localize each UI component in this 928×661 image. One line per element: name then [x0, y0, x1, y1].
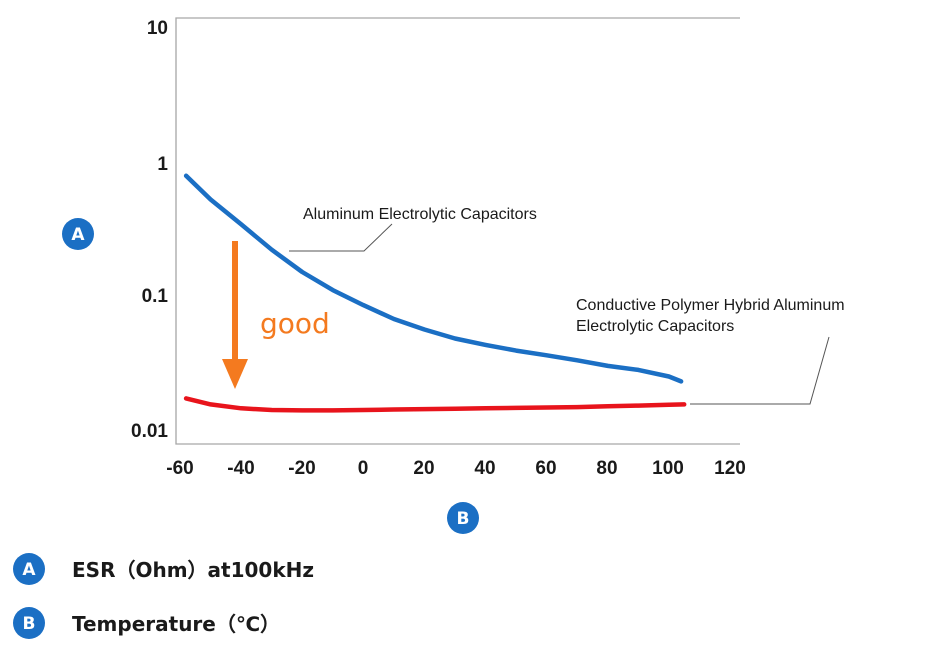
x-tick-label: 120 [714, 458, 746, 479]
y-axis-badge-letter: A [71, 225, 85, 245]
series-line-conductive-polymer-hybrid [183, 396, 687, 413]
series-line-aluminum-electrolytic [183, 173, 684, 384]
series-1-leader-line [289, 223, 393, 252]
plot-frame [175, 17, 740, 445]
good-arrow-shaft [232, 241, 238, 361]
x-tick-label: -40 [227, 458, 254, 479]
x-tick-label: -60 [166, 458, 193, 479]
legend-label-esr: ESR（Ohm）at100kHz [72, 558, 314, 582]
legend-badge-a-letter: A [22, 560, 36, 580]
x-axis-badge-letter: B [457, 509, 470, 529]
x-tick-label: 20 [413, 458, 434, 479]
x-tick-label: 100 [652, 458, 684, 479]
series-2-leader-line [690, 336, 830, 405]
series-1-annotation: Aluminum Electrolytic Capacitors [303, 206, 537, 223]
y-tick-label: 1 [157, 154, 168, 175]
x-tick-label: 60 [535, 458, 556, 479]
y-tick-label: 10 [147, 18, 168, 39]
series-2-annotation-line2: Electrolytic Capacitors [576, 318, 734, 335]
legend-badge-b-letter: B [23, 614, 36, 634]
good-arrow-head [222, 359, 248, 389]
y-tick-label: 0.1 [142, 286, 169, 307]
x-axis-badge [447, 502, 479, 534]
x-tick-label: -20 [288, 458, 315, 479]
x-tick-label: 80 [596, 458, 617, 479]
x-tick-label: 40 [474, 458, 495, 479]
legend-badge-b [13, 607, 45, 639]
y-axis-badge [62, 218, 94, 250]
x-tick-label: 0 [358, 458, 369, 479]
good-arrow-label: good [260, 307, 330, 340]
legend-label-temperature: Temperature（℃） [72, 612, 280, 636]
legend-badge-a [13, 553, 45, 585]
series-2-annotation-line1: Conductive Polymer Hybrid Aluminum [576, 297, 845, 314]
y-tick-label: 0.01 [131, 421, 168, 442]
